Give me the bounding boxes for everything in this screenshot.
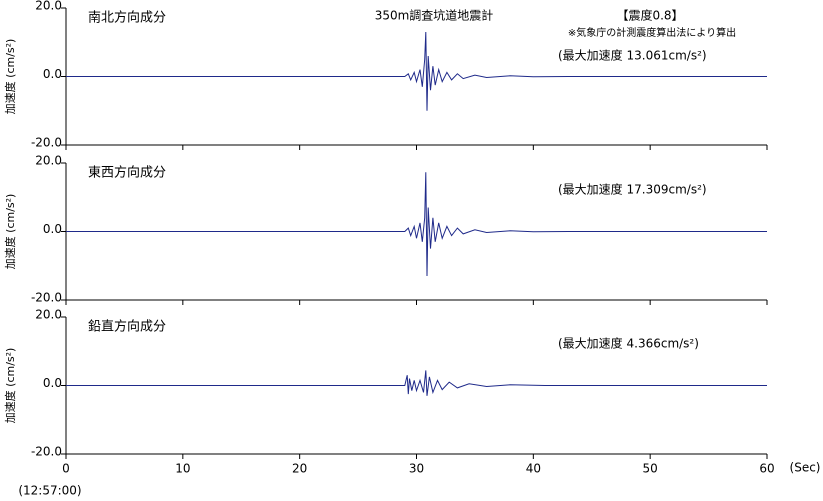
x-tick-label: 10 <box>175 462 190 476</box>
peak-label: (最大加速度 17.309cm/s²) <box>558 182 707 197</box>
x-tick-label: 20 <box>292 462 307 476</box>
y-axis-label: 加速度 (cm/s²) <box>3 194 17 270</box>
y-tick-label: 20.0 <box>35 308 62 322</box>
panel-title: 南北方向成分 <box>88 10 166 26</box>
x-tick-label: 60 <box>759 462 774 476</box>
y-tick-label: -20.0 <box>31 136 62 150</box>
intensity: 【震度0.8】 <box>616 8 683 23</box>
start-time: (12:57:00) <box>18 484 81 498</box>
note: ※気象庁の計測震度算出法により算出 <box>568 26 736 39</box>
y-tick-label: 0.0 <box>43 67 62 81</box>
y-tick-label: 0.0 <box>43 376 62 390</box>
x-tick-label: 40 <box>526 462 541 476</box>
peak-label: (最大加速度 4.366cm/s²) <box>558 336 699 351</box>
peak-label: (最大加速度 13.061cm/s²) <box>558 48 707 63</box>
chart-title: 350m調査坑道地震計 <box>375 8 494 23</box>
panel-title: 東西方向成分 <box>88 165 166 181</box>
y-tick-label: 0.0 <box>43 222 62 236</box>
y-tick-label: -20.0 <box>31 445 62 459</box>
y-tick-label: 20.0 <box>35 0 62 13</box>
y-axis-label: 加速度 (cm/s²) <box>3 39 17 115</box>
x-tick-label: 0 <box>62 462 70 476</box>
x-axis-label: (Sec) <box>790 461 821 475</box>
waveform <box>66 31 767 111</box>
y-axis-label: 加速度 (cm/s²) <box>3 348 17 424</box>
y-tick-label: 20.0 <box>35 154 62 168</box>
waveform <box>66 370 767 396</box>
x-tick-label: 50 <box>643 462 658 476</box>
panel-title: 鉛直方向成分 <box>88 319 166 335</box>
x-tick-label: 30 <box>409 462 424 476</box>
waveform <box>66 172 767 277</box>
y-tick-label: -20.0 <box>31 291 62 305</box>
